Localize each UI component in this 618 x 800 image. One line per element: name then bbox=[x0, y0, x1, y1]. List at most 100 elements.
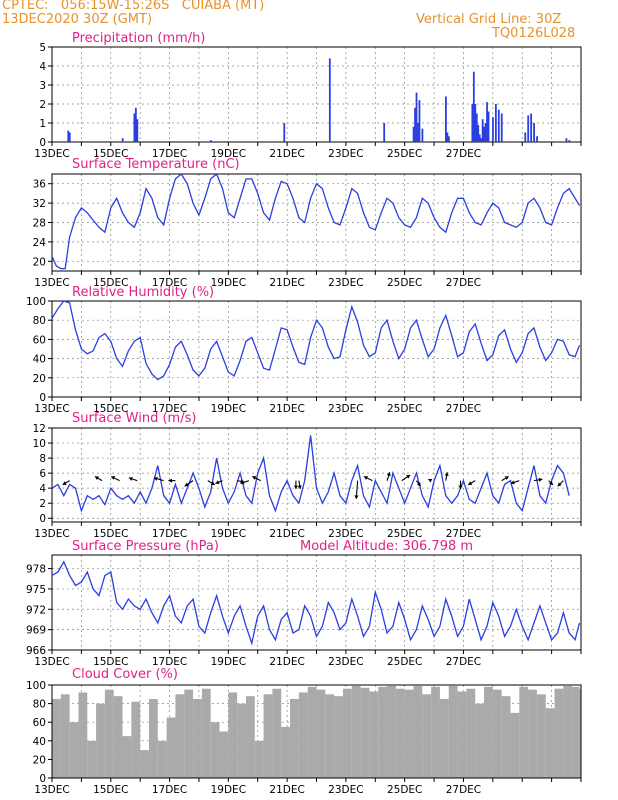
x-tick-label: 23DEC bbox=[328, 528, 363, 540]
precip-bar bbox=[487, 111, 490, 142]
precip-bar bbox=[478, 134, 481, 142]
x-tick-label: 27DEC bbox=[446, 403, 481, 415]
x-tick-label: 19DEC bbox=[211, 403, 246, 415]
y-tick-label: 10 bbox=[33, 438, 46, 450]
cloud-bar bbox=[545, 708, 555, 778]
y-tick-label: 6 bbox=[39, 468, 46, 480]
plot-frame bbox=[51, 554, 582, 651]
precip-bar bbox=[524, 132, 527, 142]
y-tick-label: 12 bbox=[33, 423, 46, 435]
rh-series-line bbox=[51, 300, 581, 381]
precip-bar bbox=[480, 138, 483, 142]
wind-vector-head bbox=[252, 476, 257, 480]
x-tick-label: 19DEC bbox=[211, 528, 246, 540]
cloud-bar bbox=[554, 688, 564, 778]
precip-bar bbox=[484, 123, 487, 142]
wind-panel: 0 2 4 6 8 10 12 13DEC 15DEC 17DEC 19DEC 21DEC 23DEC 2… bbox=[33, 411, 582, 540]
y-tick-label: 975 bbox=[26, 584, 46, 596]
x-tick-label: 17DEC bbox=[152, 784, 187, 796]
cloud-bar bbox=[184, 689, 194, 778]
cloud-bar bbox=[351, 685, 361, 778]
cloud-bar bbox=[413, 685, 423, 778]
precip-bar bbox=[283, 123, 286, 142]
x-tick-label: 13DEC bbox=[34, 277, 69, 289]
cloud-bar bbox=[572, 686, 580, 778]
precip-bar bbox=[418, 100, 421, 142]
wind-vector-head bbox=[210, 481, 215, 485]
x-tick-label: 21DEC bbox=[269, 528, 304, 540]
x-tick-label: 21DEC bbox=[269, 403, 304, 415]
cloud-bar bbox=[113, 696, 123, 778]
x-tick-label: 25DEC bbox=[387, 148, 422, 160]
cloud-bar bbox=[148, 698, 158, 778]
y-tick-label: 100 bbox=[26, 296, 46, 308]
header-grid-note: Vertical Grid Line: 30Z bbox=[416, 12, 562, 27]
x-tick-label: 21DEC bbox=[269, 148, 304, 160]
precip-bar bbox=[136, 119, 139, 142]
x-tick-label: 23DEC bbox=[328, 656, 363, 668]
y-tick-label: 20 bbox=[33, 754, 46, 766]
x-tick-label: 13DEC bbox=[34, 528, 69, 540]
x-tick-label: 13DEC bbox=[34, 148, 69, 160]
x-tick-label: 23DEC bbox=[328, 784, 363, 796]
y-tick-label: 0 bbox=[39, 773, 46, 785]
x-tick-label: 27DEC bbox=[446, 528, 481, 540]
cloud-bar bbox=[175, 694, 185, 778]
cloud-bar bbox=[378, 686, 388, 778]
precip-bar bbox=[477, 124, 480, 142]
wind-vector-head bbox=[458, 485, 463, 490]
temp-series-line bbox=[51, 172, 581, 270]
cloud-bar bbox=[245, 696, 255, 778]
cloud-bar bbox=[122, 736, 132, 778]
wind-vector-head bbox=[354, 495, 359, 499]
cloud-bar bbox=[228, 692, 238, 778]
y-tick-label: 80 bbox=[33, 315, 46, 327]
precip-bar bbox=[209, 140, 212, 142]
cloud-bar bbox=[501, 696, 511, 778]
precip-bar bbox=[533, 123, 535, 142]
pressure-title: Surface Pressure (hPa) bbox=[72, 539, 219, 554]
y-tick-label: 969 bbox=[26, 625, 46, 637]
y-tick-label: 20 bbox=[33, 373, 46, 385]
cloud-bar bbox=[140, 750, 149, 778]
cloud-bar bbox=[404, 689, 414, 778]
cloud-bar bbox=[325, 694, 335, 778]
precip-bar bbox=[415, 92, 418, 142]
cloud-bar bbox=[579, 688, 581, 778]
cloud-bar bbox=[360, 687, 370, 778]
precip-bar bbox=[530, 113, 533, 142]
pressure-panel: 966 969 972 975 978 13DEC 15DEC 17DEC 19DEC 21DEC… bbox=[26, 539, 582, 668]
y-tick-label: 60 bbox=[33, 717, 46, 729]
x-tick-label: 15DEC bbox=[93, 403, 128, 415]
y-tick-label: 3 bbox=[39, 80, 46, 92]
cloud-bar bbox=[272, 688, 282, 778]
x-tick-label: 13DEC bbox=[34, 784, 69, 796]
header-run-time: 13DEC2020 30Z (GMT) bbox=[2, 12, 153, 27]
wind-vector-head bbox=[538, 477, 543, 482]
wind-vector-head bbox=[363, 476, 368, 480]
precip-title: Precipitation (mm/h) bbox=[72, 31, 205, 46]
y-tick-label: 28 bbox=[33, 218, 46, 230]
x-tick-label: 15DEC bbox=[93, 784, 128, 796]
y-tick-label: 966 bbox=[26, 645, 46, 657]
x-tick-label: 17DEC bbox=[152, 656, 187, 668]
cloud-bar bbox=[52, 698, 61, 778]
y-tick-label: 36 bbox=[33, 179, 47, 191]
x-tick-label: 17DEC bbox=[152, 277, 187, 289]
y-tick-label: 40 bbox=[33, 354, 46, 366]
precip-bar bbox=[536, 136, 538, 142]
x-tick-label: 15DEC bbox=[93, 528, 128, 540]
wind-vector-head bbox=[215, 480, 220, 485]
header-model-code: TQ0126L028 bbox=[492, 26, 576, 41]
wind-title: Surface Wind (m/s) bbox=[72, 411, 196, 426]
y-tick-label: 0 bbox=[39, 513, 46, 525]
x-tick-label: 17DEC bbox=[152, 403, 187, 415]
y-tick-label: 2 bbox=[39, 498, 46, 510]
wind-vector-head bbox=[548, 480, 553, 485]
wind-vector-head bbox=[297, 485, 302, 490]
x-tick-label: 23DEC bbox=[328, 148, 363, 160]
x-tick-label: 13DEC bbox=[34, 656, 69, 668]
plot-frame bbox=[51, 684, 582, 779]
cloud-bar bbox=[448, 685, 458, 778]
